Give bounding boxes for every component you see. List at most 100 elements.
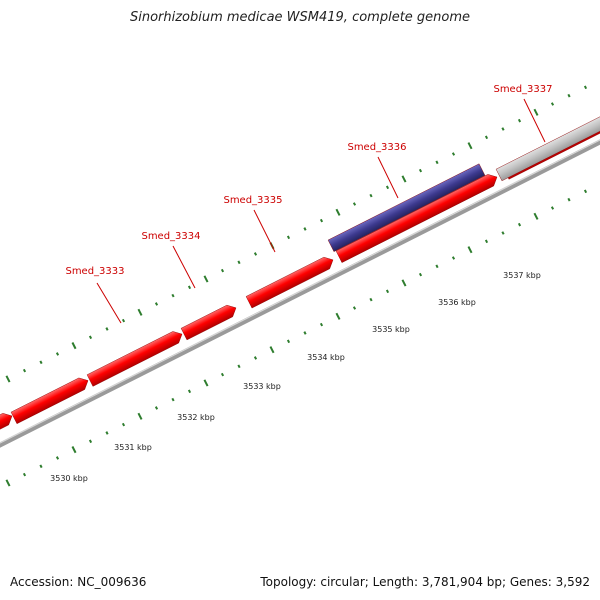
upper-tick [369,193,373,198]
upper-tick [203,275,209,283]
gene-leader-line [253,209,276,253]
lower-tick [533,212,539,220]
upper-tick [401,175,407,183]
lower-tick [121,422,126,427]
kbp-label: 3537 kbp [503,271,541,280]
upper-tick [451,152,456,156]
gene-arrow[interactable] [86,328,185,387]
kbp-label: 3535 kbp [372,325,410,334]
lower-tick [154,406,159,410]
upper-tick [467,142,473,150]
lower-tick [583,189,588,194]
upper-tick [501,127,505,131]
upper-tick [517,118,522,123]
upper-tick [55,352,60,356]
kbp-label: 3533 kbp [243,382,281,391]
tick-marks [5,85,588,487]
lower-tick [187,389,192,394]
gene-leader-line [96,282,122,324]
lower-tick [286,339,291,344]
kbp-label: 3534 kbp [307,353,345,362]
upper-tick [418,168,423,173]
kbp-labels: 3530 kbp 3531 kbp 3532 kbp 3533 kbp 3534 kbp… [50,271,541,483]
kbp-label: 3531 kbp [114,443,152,452]
upper-tick [567,93,571,98]
gene-arrow[interactable] [335,171,500,263]
upper-tick [105,327,109,331]
backbone-highlight [0,139,600,444]
upper-tick [39,360,43,365]
lower-tick [303,331,307,335]
upper-tick [435,160,439,165]
gene-leader-line [523,98,546,143]
gene-leader-line [172,245,196,289]
kbp-label: 3536 kbp [438,298,476,307]
gene-labels: Smed_3333 Smed_3334 Smed_3335 Smed_3336 Smed… [65,84,553,324]
upper-tick [352,202,357,206]
gene-arrow-selected[interactable] [327,163,486,252]
topology-text: Topology: circular; Length: 3,781,904 bp… [260,575,590,589]
lower-tick [484,239,489,244]
gene-label-smed-3334[interactable]: Smed_3334 [141,231,200,242]
kbp-label: 3530 kbp [50,474,88,483]
upper-tick [286,235,291,240]
gene-label-smed-3337[interactable]: Smed_3337 [493,84,552,95]
kbp-label: 3532 kbp [177,413,215,422]
gene-arrow[interactable] [245,254,336,309]
lower-tick [435,264,439,269]
upper-tick [319,218,324,223]
accession-value: NC_009636 [77,575,147,589]
backbone-line [0,139,600,448]
upper-tick [121,318,126,323]
lower-tick [55,456,60,460]
gene-arrow[interactable] [0,410,15,434]
gene-label-smed-3336[interactable]: Smed_3336 [347,142,406,153]
gene-label-smed-3333[interactable]: Smed_3333 [65,266,124,277]
upper-tick [550,102,555,106]
upper-tick [5,375,11,383]
gene-arrow[interactable] [180,302,239,341]
lower-tick [171,397,175,402]
upper-tick [22,368,27,373]
genome-backbone [0,139,600,448]
upper-tick [220,268,225,273]
upper-tick [253,252,258,256]
upper-tick [154,302,159,306]
upper-tick [583,85,588,90]
lower-tick [567,197,571,202]
lower-tick [253,356,258,360]
upper-tick [237,260,241,265]
lower-tick [22,472,27,477]
lower-tick [401,279,407,287]
gene-arrow[interactable] [10,375,91,425]
accession-text: Accession: NC_009636 [10,575,146,589]
lower-tick [88,439,93,444]
gene-label-smed-3335[interactable]: Smed_3335 [223,195,282,206]
lower-tick [550,206,555,210]
lower-tick [418,272,423,277]
upper-tick [171,293,175,298]
lower-tick [451,256,456,260]
lower-tick [137,412,143,420]
upper-tick [88,335,93,340]
lower-tick [5,479,11,487]
lower-tick [319,322,324,327]
lower-tick [269,346,275,354]
gene-leader-line [377,156,399,199]
lower-tick [517,222,522,227]
lower-tick [369,297,373,302]
accession-label: Accession: [10,575,74,589]
lower-tick [220,372,225,377]
upper-tick [335,208,341,216]
upper-tick [303,227,307,231]
upper-tick [533,108,539,116]
gene-arrow-other[interactable] [495,112,600,182]
lower-tick [385,289,390,294]
upper-tick [137,308,143,316]
upper-tick [187,285,192,290]
lower-tick [335,312,341,320]
lower-tick [39,464,43,469]
lower-tick [352,306,357,310]
lower-tick [71,446,77,454]
